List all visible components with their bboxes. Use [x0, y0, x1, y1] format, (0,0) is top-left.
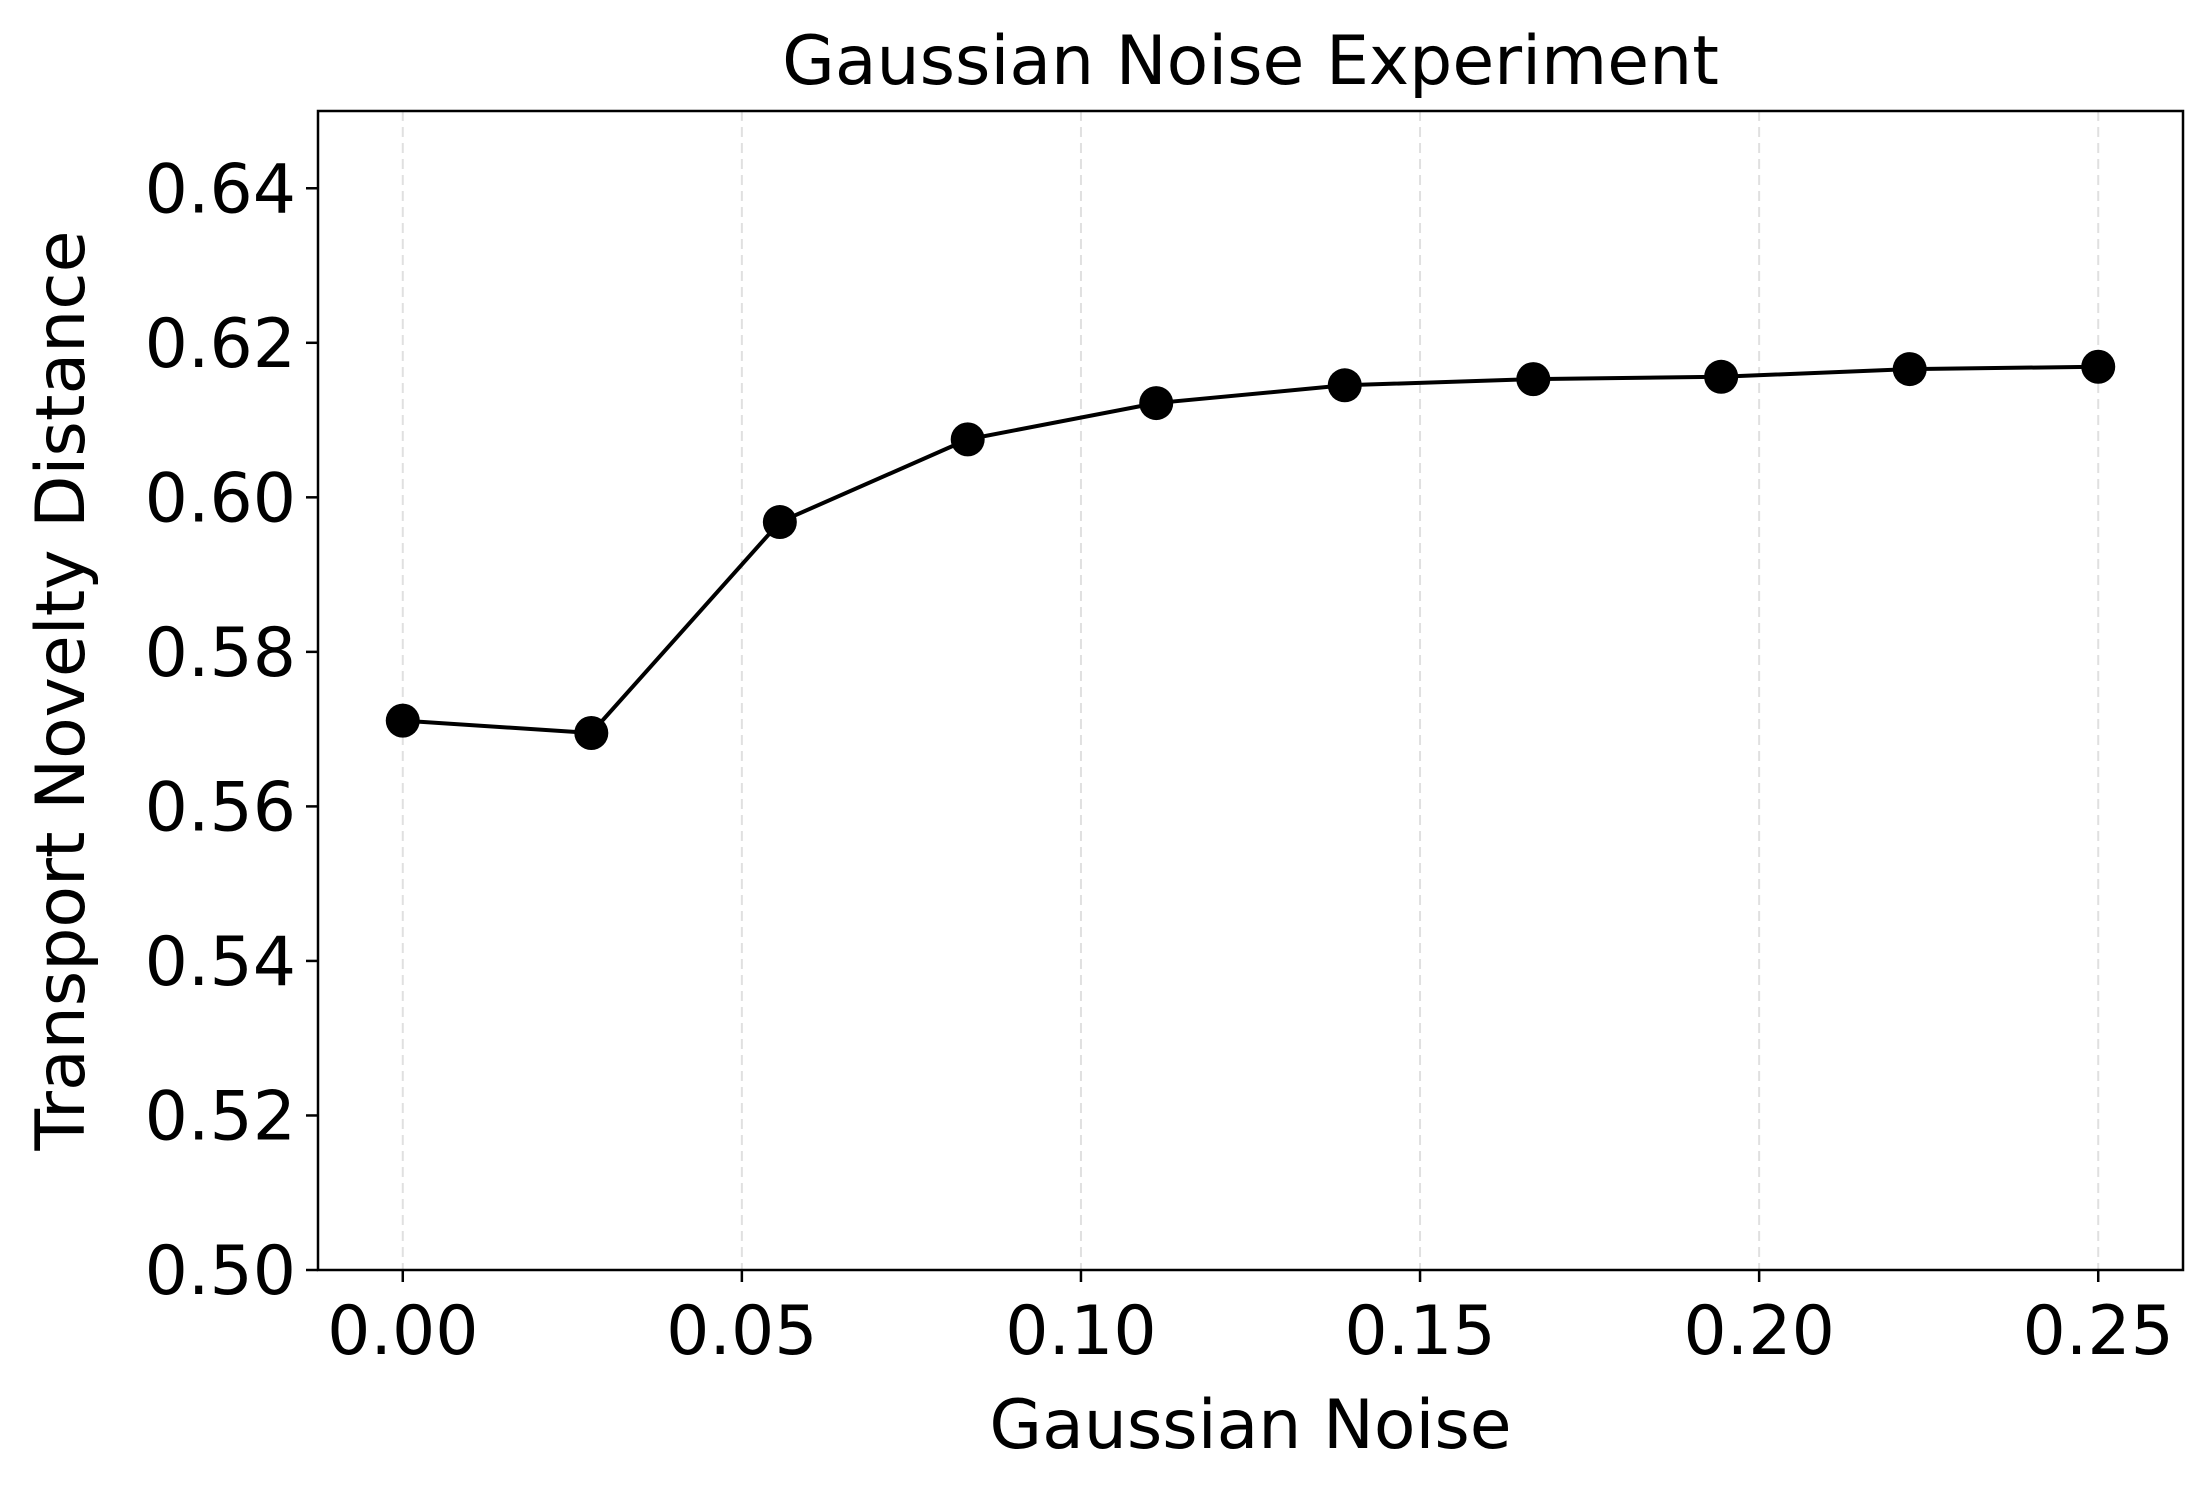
y-tick-label: 0.62 — [145, 305, 296, 384]
x-tick-label: 0.15 — [1344, 1292, 1495, 1371]
x-axis-label: Gaussian Noise — [989, 1386, 1511, 1465]
x-tick-label: 0.20 — [1683, 1292, 1834, 1371]
data-point — [2081, 349, 2116, 384]
data-point — [950, 422, 985, 457]
x-tick-label: 0.05 — [666, 1292, 817, 1371]
series-layer — [385, 349, 2116, 750]
y-tick-label: 0.58 — [145, 614, 296, 693]
x-axis-ticks: 0.00 0.05 0.10 0.15 0.20 0.25 — [327, 1270, 2174, 1371]
data-point — [385, 703, 420, 738]
data-point — [1516, 362, 1551, 397]
data-point — [1327, 368, 1362, 403]
y-tick-label: 0.64 — [145, 150, 296, 229]
plot-frame — [316, 109, 2185, 1272]
chart-title: Gaussian Noise Experiment — [782, 22, 1719, 101]
data-point — [1892, 352, 1927, 387]
grid-lines — [401, 111, 2100, 1270]
x-tick-label: 0.10 — [1005, 1292, 1156, 1371]
y-axis-label: Transport Novelty Distance — [22, 231, 101, 1152]
y-axis-ticks: 0.50 0.52 0.54 0.56 0.58 0.60 0.62 0.64 — [145, 150, 318, 1311]
data-point — [762, 505, 797, 540]
series-line — [402, 364, 2099, 735]
y-tick-label: 0.60 — [145, 459, 296, 538]
data-point — [574, 715, 609, 750]
data-point — [1704, 359, 1739, 394]
x-tick-label: 0.00 — [327, 1292, 478, 1371]
y-tick-label: 0.54 — [145, 923, 296, 1002]
y-tick-label: 0.52 — [145, 1077, 296, 1156]
y-tick-label: 0.56 — [145, 768, 296, 847]
y-tick-label: 0.50 — [145, 1232, 296, 1311]
x-tick-label: 0.25 — [2023, 1292, 2174, 1371]
data-point — [1139, 386, 1174, 421]
